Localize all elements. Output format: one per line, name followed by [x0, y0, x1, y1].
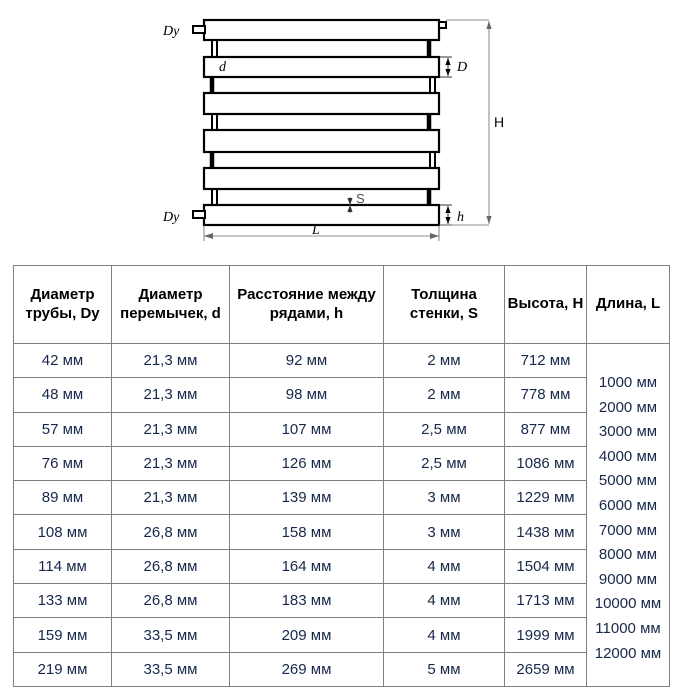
svg-text:H: H: [494, 114, 504, 130]
svg-text:h: h: [457, 210, 464, 225]
svg-text:d: d: [219, 60, 227, 75]
svg-text:L: L: [311, 223, 320, 238]
svg-text:S: S: [356, 191, 365, 206]
svg-text:Dy: Dy: [162, 24, 180, 39]
svg-text:D: D: [456, 60, 467, 75]
svg-text:Dy: Dy: [162, 210, 180, 225]
